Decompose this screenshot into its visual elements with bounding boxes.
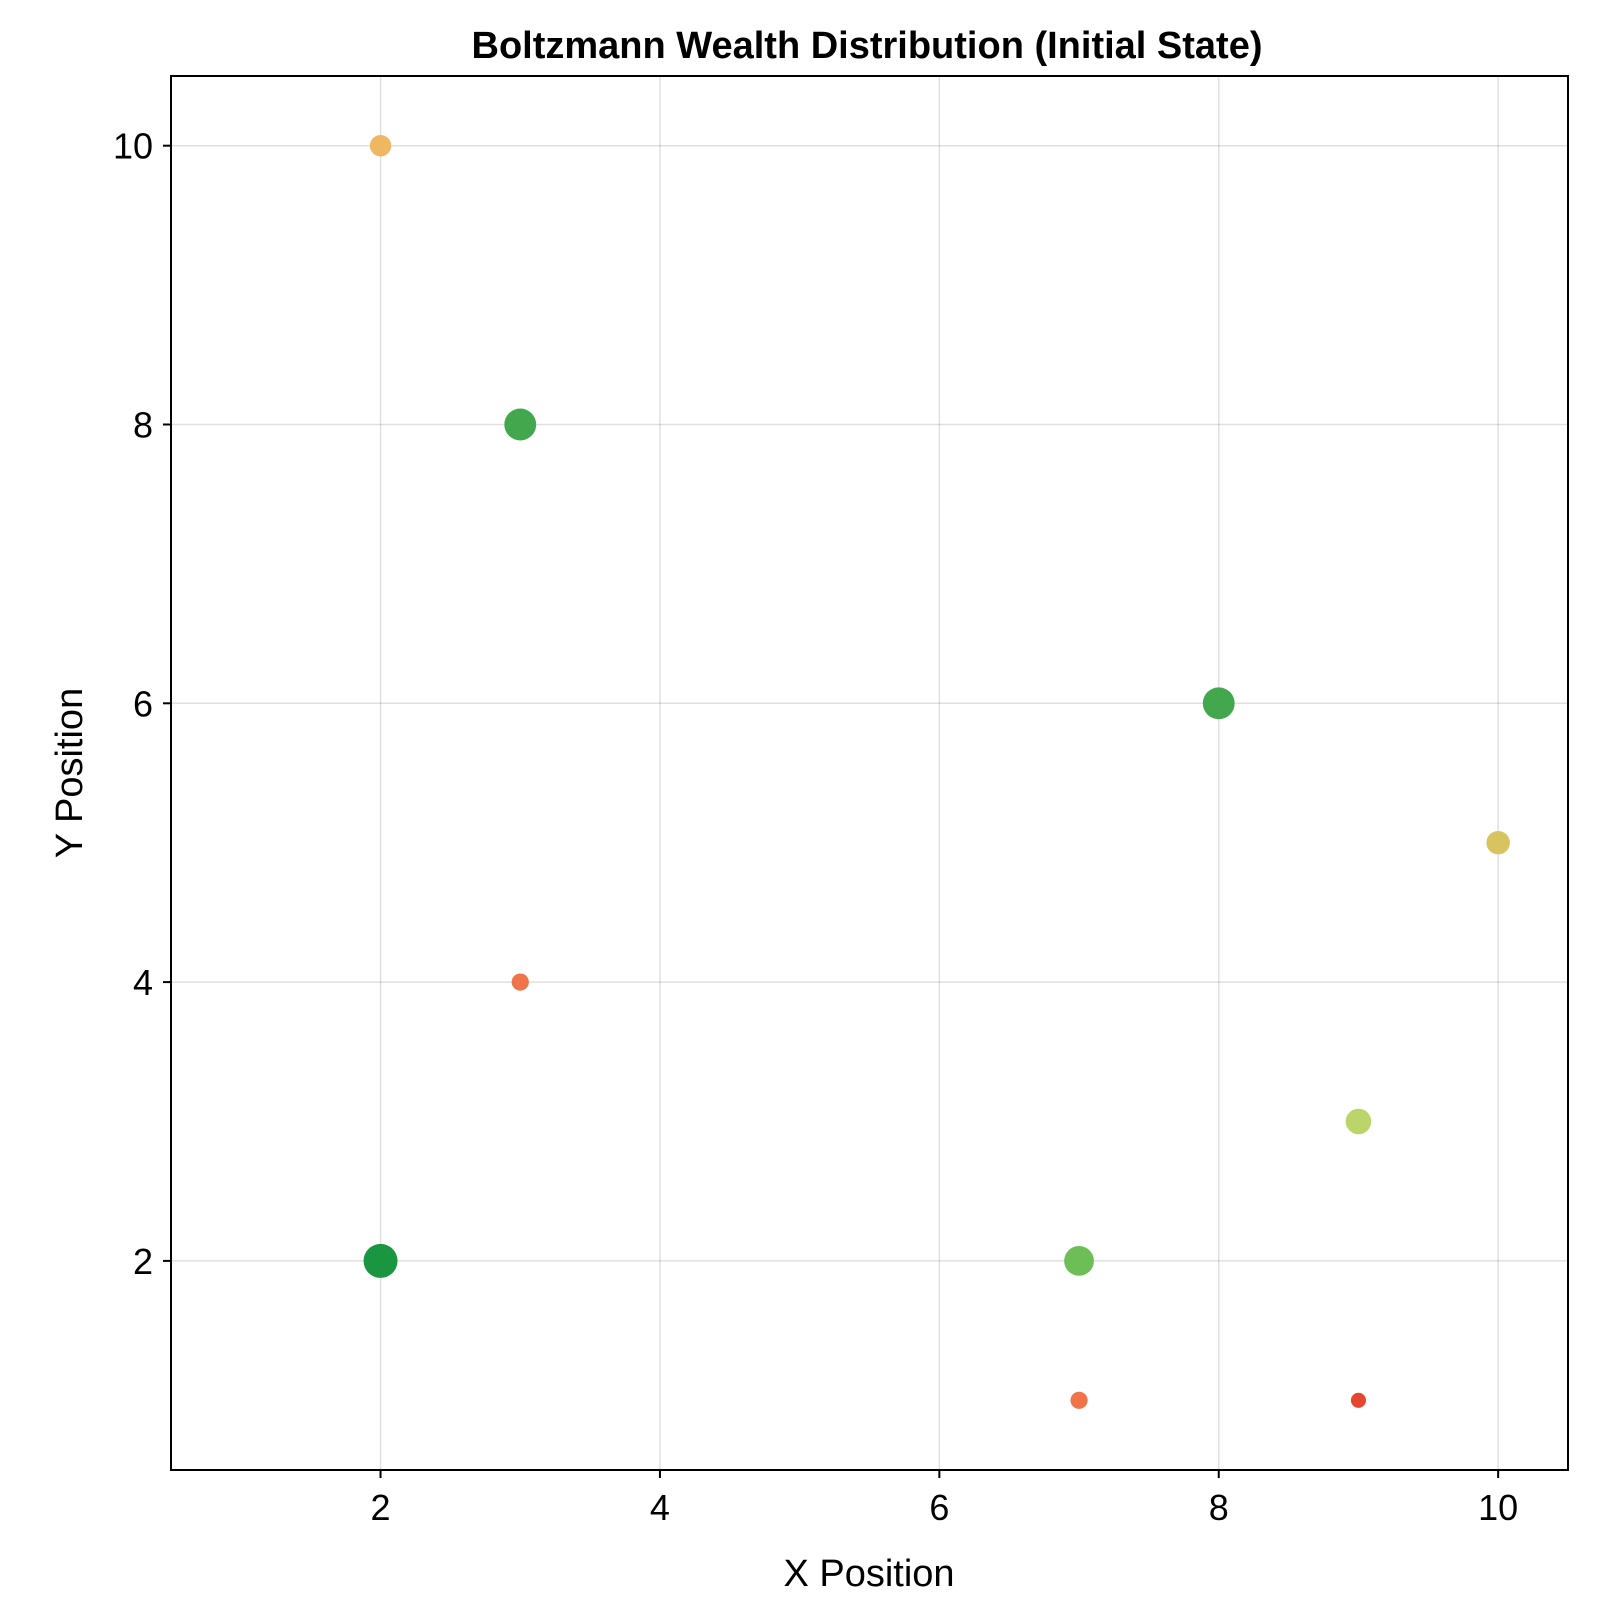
- x-tick-label: 2: [371, 1487, 391, 1528]
- data-point: [363, 1243, 398, 1278]
- x-tick-label: 6: [929, 1487, 949, 1528]
- data-points: [363, 135, 1510, 1409]
- plot-frame: [170, 75, 1569, 1471]
- x-tick-label: 4: [650, 1487, 670, 1528]
- chart-title: Boltzmann Wealth Distribution (Initial S…: [472, 25, 1263, 67]
- y-tick-label: 2: [133, 1241, 153, 1282]
- y-tick-label: 8: [133, 405, 153, 446]
- data-point: [369, 135, 392, 157]
- x-tick-label: 8: [1209, 1487, 1229, 1528]
- data-point: [1202, 687, 1235, 720]
- data-point: [504, 408, 537, 441]
- data-point: [1350, 1392, 1366, 1408]
- axis-ticks: 2 4 6 8 10 2 4 6 8 10: [113, 126, 1518, 1528]
- y-axis-label: Y Position: [49, 688, 91, 858]
- grid-lines: [171, 76, 1568, 1470]
- y-tick-label: 4: [133, 962, 153, 1003]
- x-axis-label: X Position: [783, 1553, 954, 1595]
- data-point: [511, 973, 529, 991]
- data-point: [1070, 1391, 1088, 1409]
- data-point: [1064, 1246, 1094, 1276]
- y-tick-label: 6: [133, 683, 153, 724]
- data-point: [1486, 830, 1510, 855]
- x-tick-label: 10: [1478, 1487, 1518, 1528]
- data-point: [1345, 1108, 1372, 1135]
- y-tick-label: 10: [113, 126, 153, 167]
